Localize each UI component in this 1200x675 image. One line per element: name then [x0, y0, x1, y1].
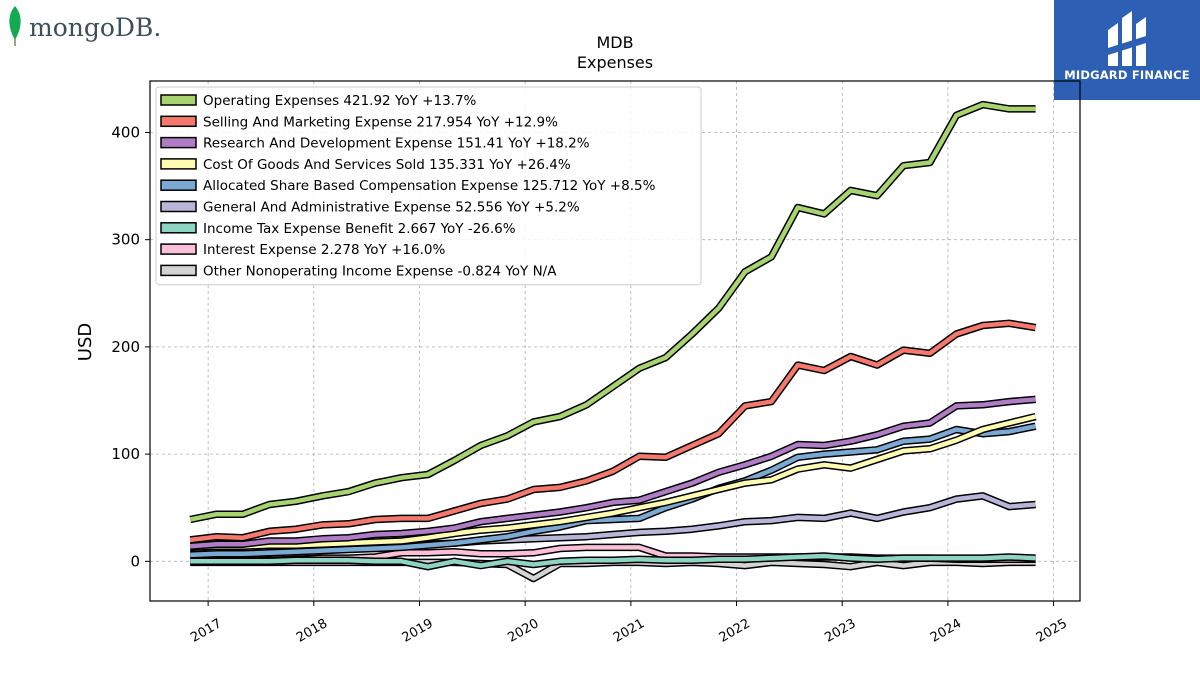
legend-swatch: [160, 222, 197, 234]
y-tick-label: 100: [111, 445, 140, 463]
legend-entry: Selling And Marketing Expense 217.954 Yo…: [203, 114, 558, 130]
midgard-logo-text: MIDGARD FINANCE: [1064, 68, 1190, 82]
x-tick-label: 2025: [1034, 616, 1070, 646]
legend-swatch: [160, 136, 197, 149]
series-line: [190, 397, 1036, 549]
legend-box: [155, 86, 702, 286]
legend-entry: Income Tax Expense Benefit 2.667 YoY -26…: [203, 221, 516, 237]
legend-swatch: [160, 264, 197, 277]
legend-swatch: [160, 158, 197, 170]
x-tick-label: 2024: [928, 616, 964, 646]
y-tick-label: 0: [130, 552, 140, 570]
series-line: [190, 553, 1036, 569]
mongodb-logo: mongoDB.: [9, 6, 161, 46]
legend-swatch: [160, 94, 197, 106]
x-axis: 2017 2018 2019 2020 2021 2022 2023 2024 2025: [188, 601, 1070, 646]
series-line: [189, 321, 1036, 543]
legend-entry: Operating Expenses 421.92 YoY +13.7%: [203, 93, 477, 109]
x-tick-label: 2022: [717, 616, 753, 646]
x-tick-label: 2021: [611, 616, 647, 646]
legend-entry: Other Nonoperating Income Expense -0.824…: [203, 263, 557, 279]
legend-swatch: [160, 243, 197, 255]
legend-swatch: [160, 179, 197, 191]
chart-subtitle: Expenses: [577, 53, 653, 72]
legend-swatch: [160, 200, 197, 213]
y-axis: 0 100 200 300 400: [111, 123, 150, 570]
y-tick-label: 200: [111, 338, 140, 356]
mongodb-logo-text: mongoDB.: [29, 13, 161, 42]
x-tick-label: 2020: [505, 616, 541, 646]
legend-entry: Cost Of Goods And Services Sold 135.331 …: [203, 157, 571, 173]
series-line: [189, 102, 1036, 522]
series-line: [190, 423, 1037, 558]
midgard-finance-logo: MIDGARD FINANCE: [1054, 0, 1200, 100]
mongodb-leaf-icon: [9, 6, 21, 40]
legend-entry: Research And Development Expense 151.41 …: [203, 136, 590, 152]
legend-entry: Interest Expense 2.278 YoY +16.0%: [203, 242, 445, 258]
midgard-mark-icon: [1108, 11, 1146, 66]
legend-swatch: [160, 115, 197, 128]
y-tick-label: 300: [111, 231, 140, 249]
legend: Operating Expenses 421.92 YoY +13.7% Sell…: [155, 86, 702, 286]
y-axis-label: USD: [75, 323, 96, 361]
plot-frame: [149, 80, 1081, 602]
x-tick-label: 2017: [188, 616, 224, 646]
legend-entry: Allocated Share Based Compensation Expen…: [203, 178, 656, 194]
legend-entry: General And Administrative Expense 52.55…: [203, 200, 580, 216]
series-line: [190, 414, 1037, 550]
x-tick-label: 2023: [822, 616, 858, 646]
series-lines: [189, 100, 1037, 583]
x-tick-label: 2019: [400, 616, 436, 646]
chart-title: MDB: [596, 33, 633, 52]
x-tick-label: 2018: [294, 616, 330, 646]
y-tick-label: 400: [111, 123, 140, 141]
